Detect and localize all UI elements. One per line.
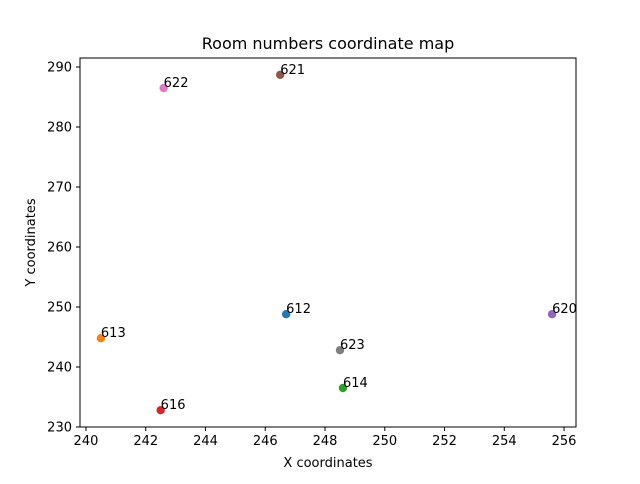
x-tick-label: 242 [133, 434, 158, 449]
x-axis: 240 242 244 246 248 250 252 254 256 [74, 427, 577, 449]
point-label-614: 614 [343, 376, 368, 391]
data-point-620 [547, 310, 557, 319]
data-point-613 [96, 334, 106, 343]
y-axis-label: Y coordinates [24, 198, 39, 287]
y-tick-label: 280 [47, 121, 72, 136]
point-label-616: 616 [161, 398, 186, 413]
data-point-622 [159, 83, 168, 93]
y-tick-label: 290 [47, 61, 72, 76]
axes-frame [79, 57, 577, 428]
x-tick-label: 254 [492, 434, 517, 449]
data-point-623 [335, 346, 345, 355]
data-point-614 [338, 383, 348, 393]
data-point-621 [275, 70, 285, 80]
point-label-612: 612 [286, 302, 311, 317]
x-tick-label: 244 [193, 434, 218, 449]
x-tick-label: 250 [372, 434, 397, 449]
plot-area: 612 613 614 616 620 621 622 623 [96, 63, 577, 415]
point-label-621: 621 [280, 63, 305, 78]
point-label-620: 620 [552, 302, 577, 317]
y-axis: 230 240 250 260 270 280 290 [47, 61, 80, 436]
y-tick-label: 230 [47, 421, 72, 436]
x-tick-label: 256 [552, 434, 577, 449]
y-tick-label: 260 [47, 241, 72, 256]
point-label-613: 613 [101, 326, 126, 341]
chart-title: Room numbers coordinate map [202, 34, 454, 53]
data-point-616 [156, 406, 165, 415]
y-tick-label: 270 [47, 181, 72, 196]
point-label-623: 623 [340, 338, 365, 353]
x-tick-label: 240 [74, 434, 99, 449]
x-axis-label: X coordinates [283, 456, 372, 471]
y-tick-label: 240 [47, 361, 72, 376]
y-tick-label: 250 [47, 301, 72, 316]
point-label-622: 622 [164, 76, 189, 91]
x-tick-label: 246 [253, 434, 278, 449]
x-tick-label: 252 [432, 434, 457, 449]
data-point-612 [281, 310, 291, 319]
x-tick-label: 248 [313, 434, 338, 449]
